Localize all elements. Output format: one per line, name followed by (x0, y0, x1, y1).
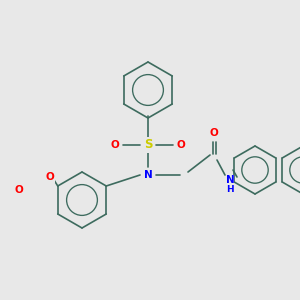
Text: N: N (144, 170, 152, 180)
Text: S: S (144, 139, 152, 152)
Text: O: O (46, 172, 54, 182)
Text: O: O (177, 140, 185, 150)
Text: O: O (14, 185, 23, 195)
Text: O: O (111, 140, 119, 150)
Text: O: O (210, 128, 218, 138)
Text: N: N (226, 175, 234, 185)
Text: H: H (226, 185, 234, 194)
